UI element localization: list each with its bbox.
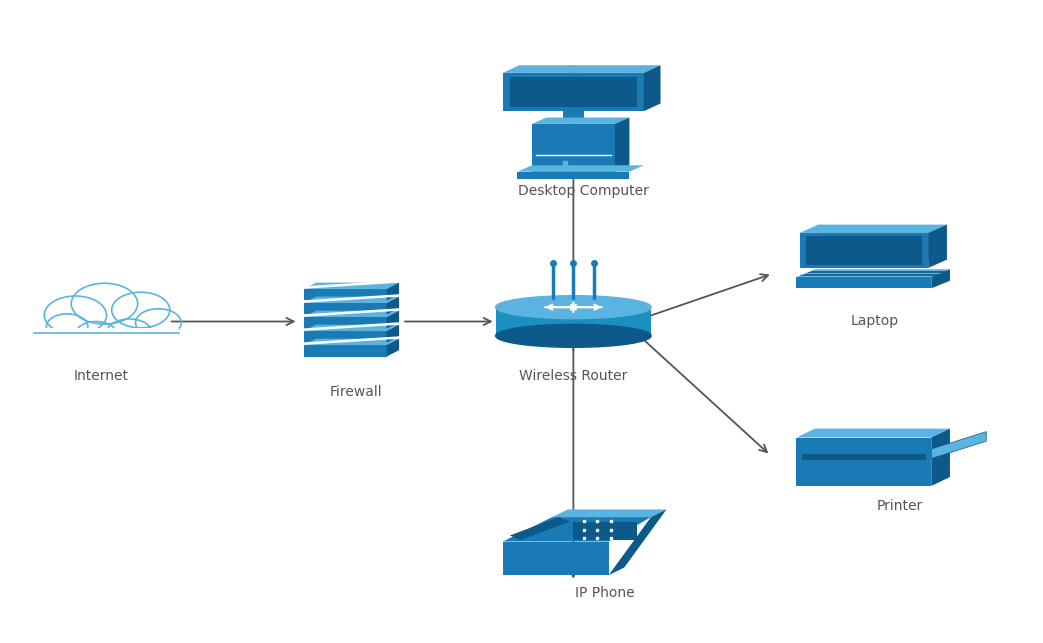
Polygon shape [532,124,615,172]
Polygon shape [800,233,928,268]
Text: Laptop: Laptop [850,314,898,328]
Polygon shape [532,118,629,124]
Polygon shape [495,307,651,336]
Polygon shape [517,165,644,172]
Polygon shape [800,224,947,233]
Polygon shape [574,521,637,540]
Circle shape [112,292,170,328]
Circle shape [136,309,181,337]
Polygon shape [806,236,922,265]
Polygon shape [931,431,987,458]
Polygon shape [928,224,947,268]
Polygon shape [304,331,387,343]
Polygon shape [797,277,931,288]
Ellipse shape [495,296,651,319]
Circle shape [106,319,152,347]
Polygon shape [503,73,644,111]
FancyBboxPatch shape [34,328,179,350]
Text: Wireless Router: Wireless Router [519,369,628,383]
Polygon shape [304,289,387,300]
Polygon shape [503,517,651,541]
Polygon shape [387,339,399,357]
Polygon shape [304,282,399,289]
Text: Desktop Computer: Desktop Computer [518,185,649,199]
Polygon shape [304,317,387,329]
Polygon shape [615,118,629,172]
Polygon shape [387,282,399,300]
Polygon shape [517,172,629,179]
Polygon shape [931,269,950,288]
Polygon shape [609,509,666,575]
Polygon shape [552,509,666,517]
Polygon shape [802,454,926,460]
Polygon shape [818,224,947,260]
Polygon shape [797,437,931,486]
Polygon shape [510,517,569,540]
Polygon shape [387,325,399,343]
Polygon shape [387,296,399,314]
Polygon shape [563,111,584,118]
Circle shape [71,284,138,324]
Polygon shape [387,311,399,329]
Text: Internet: Internet [74,369,129,383]
Circle shape [44,296,106,334]
Ellipse shape [495,324,651,347]
Polygon shape [301,294,402,303]
Polygon shape [797,269,950,277]
Polygon shape [301,336,402,345]
Polygon shape [797,429,950,437]
Text: IP Phone: IP Phone [575,586,634,600]
Polygon shape [304,311,399,317]
Circle shape [46,314,88,340]
Polygon shape [301,308,402,317]
Polygon shape [503,541,609,575]
Polygon shape [931,429,950,486]
Polygon shape [644,65,660,111]
Polygon shape [503,65,660,73]
Polygon shape [510,77,636,107]
Polygon shape [301,280,402,289]
Text: Printer: Printer [877,499,923,512]
Polygon shape [301,322,402,331]
Polygon shape [304,303,387,314]
Polygon shape [304,345,387,357]
Text: Firewall: Firewall [330,385,382,399]
Polygon shape [304,339,399,345]
Circle shape [75,322,117,347]
Polygon shape [304,325,399,331]
Polygon shape [304,296,399,303]
